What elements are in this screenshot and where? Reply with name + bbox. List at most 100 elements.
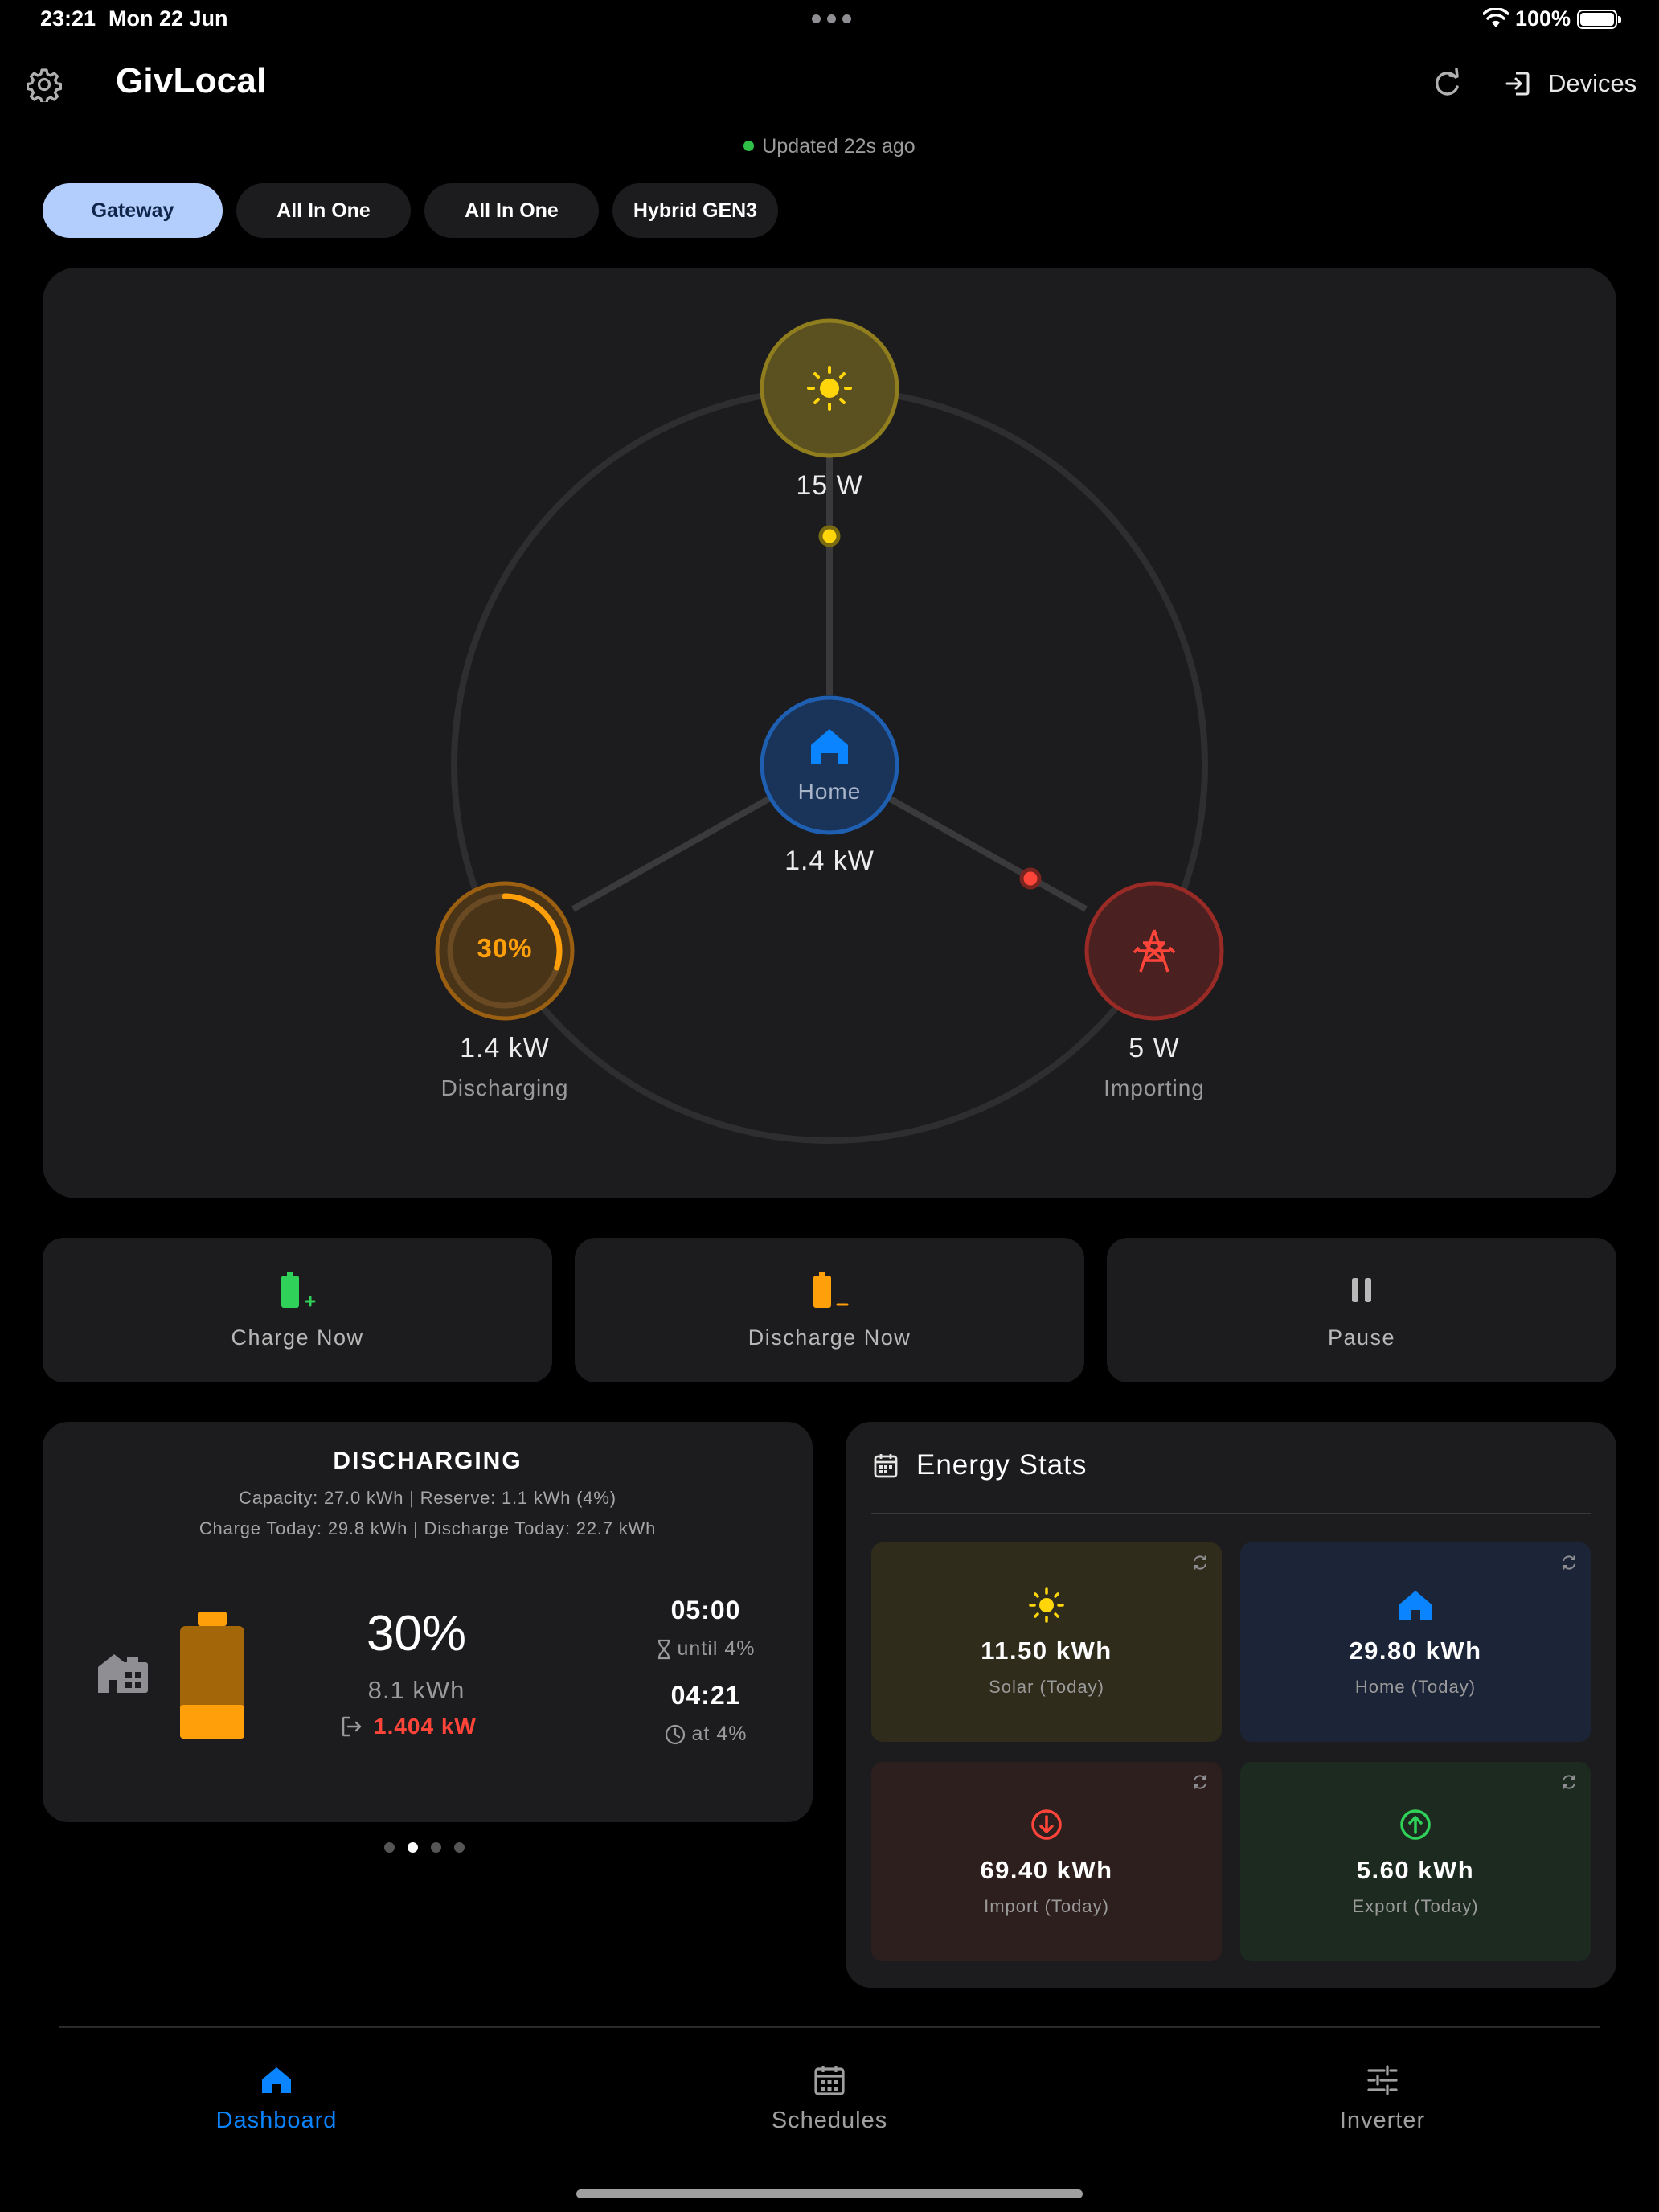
- discharge-now-button[interactable]: Discharge Now: [575, 1238, 1084, 1382]
- home-icon: [811, 729, 848, 764]
- battery-card-energy: 8.1 kWh: [367, 1676, 465, 1704]
- export-icon: [342, 1716, 362, 1737]
- sun-icon: [1029, 1587, 1064, 1623]
- updated-text: Updated 22s ago: [762, 135, 916, 158]
- status-date: Mon 22 Jun: [109, 6, 228, 31]
- home-icon: [262, 2067, 291, 2093]
- refresh-icon[interactable]: [1191, 1554, 1209, 1571]
- battery-card-power: 1.404 kW: [342, 1714, 477, 1739]
- import-today-value: 69.40 kWh: [980, 1856, 1113, 1884]
- solar-today-value: 11.50 kWh: [981, 1636, 1112, 1665]
- home-indicator[interactable]: [576, 2189, 1083, 2198]
- devices-label: Devices: [1548, 69, 1637, 97]
- time-until-label: until 4%: [677, 1637, 756, 1660]
- solar-flow-dot: [818, 525, 841, 547]
- grid-state: Importing: [1104, 1075, 1205, 1100]
- arrow-up-circle-icon: [1400, 1809, 1431, 1840]
- nav-schedules[interactable]: Schedules: [709, 2064, 950, 2134]
- pause-button[interactable]: Pause: [1107, 1238, 1616, 1382]
- refresh-icon[interactable]: [1191, 1773, 1209, 1791]
- energy-stats-card: Energy Stats 11.50 kWh Solar (Today): [846, 1422, 1616, 1988]
- home-label: Home: [797, 779, 862, 804]
- battery-card-title: DISCHARGING: [333, 1448, 522, 1474]
- nav-inverter[interactable]: Inverter: [1262, 2064, 1503, 2134]
- page-dot[interactable]: [384, 1842, 395, 1853]
- battery-connector: [571, 795, 772, 912]
- arrow-down-circle-icon: [1031, 1809, 1062, 1840]
- export-today-tile[interactable]: 5.60 kWh Export (Today): [1240, 1762, 1591, 1961]
- solar-power: 15 W: [796, 470, 863, 501]
- status-bar: 23:21 Mon 22 Jun 100%: [0, 0, 1659, 40]
- battery-level-arc: [447, 893, 563, 1009]
- battery-charging-icon: [281, 1272, 316, 1308]
- transmission-tower-icon: [1133, 929, 1176, 973]
- battery-percent: 100%: [1515, 6, 1571, 31]
- import-today-label: Import (Today): [984, 1896, 1109, 1916]
- battery-node[interactable]: [435, 881, 575, 1021]
- battery-card-power-value: 1.404 kW: [374, 1714, 477, 1739]
- energy-stats-title: Energy Stats: [916, 1449, 1088, 1481]
- battery-state: Discharging: [440, 1075, 569, 1100]
- battery-discharging-icon: [813, 1272, 849, 1308]
- time-at-value: 04:21: [670, 1681, 741, 1710]
- nav-dashboard-label: Dashboard: [215, 2108, 338, 2133]
- grid-power: 5 W: [1129, 1033, 1180, 1063]
- online-status-dot: [743, 141, 755, 151]
- gear-icon[interactable]: [27, 67, 62, 102]
- battery-fill-level: [180, 1705, 244, 1739]
- home-node[interactable]: [760, 695, 899, 835]
- grid-node[interactable]: [1084, 881, 1224, 1021]
- home-battery-icon: [98, 1654, 148, 1693]
- tab-gateway[interactable]: Gateway: [43, 183, 223, 238]
- wifi-icon: [1483, 8, 1509, 27]
- page-dot[interactable]: [431, 1842, 441, 1853]
- refresh-icon[interactable]: [1431, 68, 1463, 100]
- page-indicator[interactable]: [384, 1842, 465, 1853]
- time-at-row: at 4%: [597, 1722, 814, 1746]
- tab-all-in-one-2[interactable]: All In One: [424, 183, 599, 238]
- solar-node[interactable]: [760, 318, 899, 458]
- calendar-icon: [814, 2066, 845, 2095]
- battery-level-icon: [180, 1612, 244, 1739]
- export-today-value: 5.60 kWh: [1356, 1856, 1475, 1884]
- battery-capacity-line: Capacity: 27.0 kWh | Reserve: 1.1 kWh (4…: [239, 1488, 616, 1508]
- time-at-label: at 4%: [691, 1722, 748, 1745]
- grid-flow-dot: [1019, 867, 1042, 890]
- nav-dashboard[interactable]: Dashboard: [156, 2064, 397, 2134]
- home-today-value: 29.80 kWh: [1349, 1636, 1482, 1665]
- status-time: 23:21: [40, 6, 96, 31]
- discharge-now-label: Discharge Now: [748, 1325, 911, 1350]
- battery-power: 1.4 kW: [460, 1033, 550, 1063]
- divider: [871, 1513, 1591, 1514]
- page-dot[interactable]: [454, 1842, 465, 1853]
- nav-inverter-label: Inverter: [1339, 2108, 1426, 2133]
- home-today-label: Home (Today): [1354, 1677, 1477, 1697]
- clock-icon: [665, 1724, 685, 1744]
- battery-status-icon: [1577, 10, 1621, 29]
- last-updated-status: Updated 22s ago: [0, 135, 1659, 158]
- multitasking-dots-icon[interactable]: [812, 14, 851, 23]
- page-dot-active[interactable]: [408, 1842, 418, 1853]
- app-title: GivLocal: [116, 61, 267, 100]
- solar-today-tile[interactable]: 11.50 kWh Solar (Today): [871, 1542, 1222, 1742]
- refresh-icon[interactable]: [1560, 1773, 1578, 1791]
- battery-card-percent: 30%: [366, 1606, 467, 1661]
- tab-all-in-one-1[interactable]: All In One: [236, 183, 411, 238]
- tab-hybrid-gen3[interactable]: Hybrid GEN3: [612, 183, 778, 238]
- grid-connector: [887, 795, 1088, 912]
- hourglass-icon: [657, 1639, 670, 1659]
- battery-today-line: Charge Today: 29.8 kWh | Discharge Today…: [199, 1518, 657, 1538]
- import-today-tile[interactable]: 69.40 kWh Import (Today): [871, 1762, 1222, 1961]
- battery-status-card[interactable]: DISCHARGING Capacity: 27.0 kWh | Reserve…: [43, 1422, 813, 1822]
- charge-now-button[interactable]: Charge Now: [43, 1238, 552, 1382]
- home-today-tile[interactable]: 29.80 kWh Home (Today): [1240, 1542, 1591, 1742]
- sun-icon: [807, 366, 852, 411]
- devices-button[interactable]: Devices: [1505, 64, 1636, 103]
- time-until-value: 05:00: [670, 1596, 741, 1624]
- pause-icon: [1352, 1277, 1371, 1302]
- refresh-icon[interactable]: [1560, 1554, 1578, 1571]
- export-today-label: Export (Today): [1352, 1896, 1479, 1916]
- energy-stats-header: Energy Stats: [873, 1449, 1087, 1481]
- solar-today-label: Solar (Today): [989, 1677, 1104, 1697]
